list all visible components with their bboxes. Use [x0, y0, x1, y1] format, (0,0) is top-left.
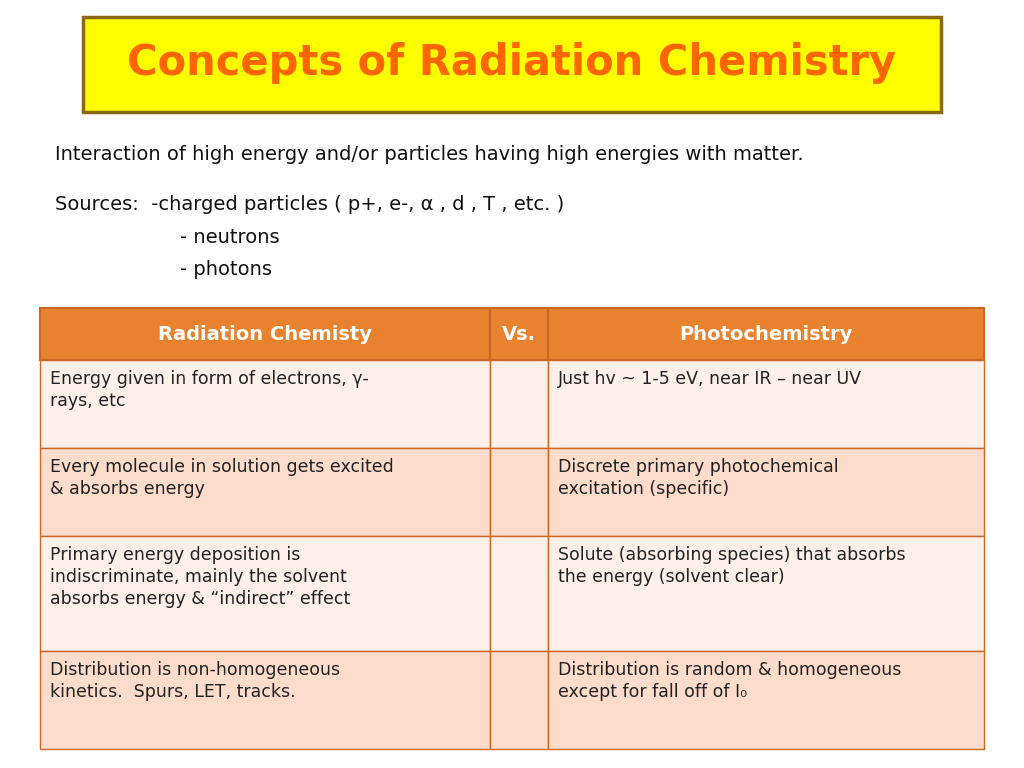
Bar: [40, 536, 490, 651]
Text: Vs.: Vs.: [502, 325, 536, 343]
Bar: [490, 651, 548, 749]
Bar: [490, 308, 548, 360]
Text: Discrete primary photochemical
excitation (specific): Discrete primary photochemical excitatio…: [558, 458, 839, 498]
Text: Distribution is random & homogeneous
except for fall off of I₀: Distribution is random & homogeneous exc…: [558, 661, 901, 701]
Bar: [548, 651, 984, 749]
Bar: [40, 448, 490, 536]
Text: Distribution is non-homogeneous
kinetics.  Spurs, LET, tracks.: Distribution is non-homogeneous kinetics…: [50, 661, 340, 701]
Text: - photons: - photons: [55, 260, 272, 279]
Text: Sources:  -charged particles ( p+, e-, α , d , T , etc. ): Sources: -charged particles ( p+, e-, α …: [55, 195, 564, 214]
Text: Interaction of high energy and/or particles having high energies with matter.: Interaction of high energy and/or partic…: [55, 145, 804, 164]
Bar: [40, 651, 490, 749]
Text: - neutrons: - neutrons: [55, 228, 280, 247]
Bar: [548, 360, 984, 448]
Bar: [490, 360, 548, 448]
Bar: [548, 308, 984, 360]
Text: Photochemistry: Photochemistry: [679, 325, 853, 343]
Text: Primary energy deposition is
indiscriminate, mainly the solvent
absorbs energy &: Primary energy deposition is indiscrimin…: [50, 546, 350, 608]
Bar: [40, 360, 490, 448]
Text: Radiation Chemisty: Radiation Chemisty: [158, 325, 372, 343]
Bar: [490, 448, 548, 536]
Text: Just hv ~ 1-5 eV, near IR – near UV: Just hv ~ 1-5 eV, near IR – near UV: [558, 370, 862, 388]
Bar: [548, 448, 984, 536]
Text: Concepts of Radiation Chemistry: Concepts of Radiation Chemistry: [127, 41, 897, 84]
Bar: [40, 308, 490, 360]
Bar: [490, 536, 548, 651]
Bar: [83, 17, 941, 112]
Text: Solute (absorbing species) that absorbs
the energy (solvent clear): Solute (absorbing species) that absorbs …: [558, 546, 905, 586]
Bar: [548, 536, 984, 651]
Text: Energy given in form of electrons, γ-
rays, etc: Energy given in form of electrons, γ- ra…: [50, 370, 369, 410]
Text: Every molecule in solution gets excited
& absorbs energy: Every molecule in solution gets excited …: [50, 458, 394, 498]
